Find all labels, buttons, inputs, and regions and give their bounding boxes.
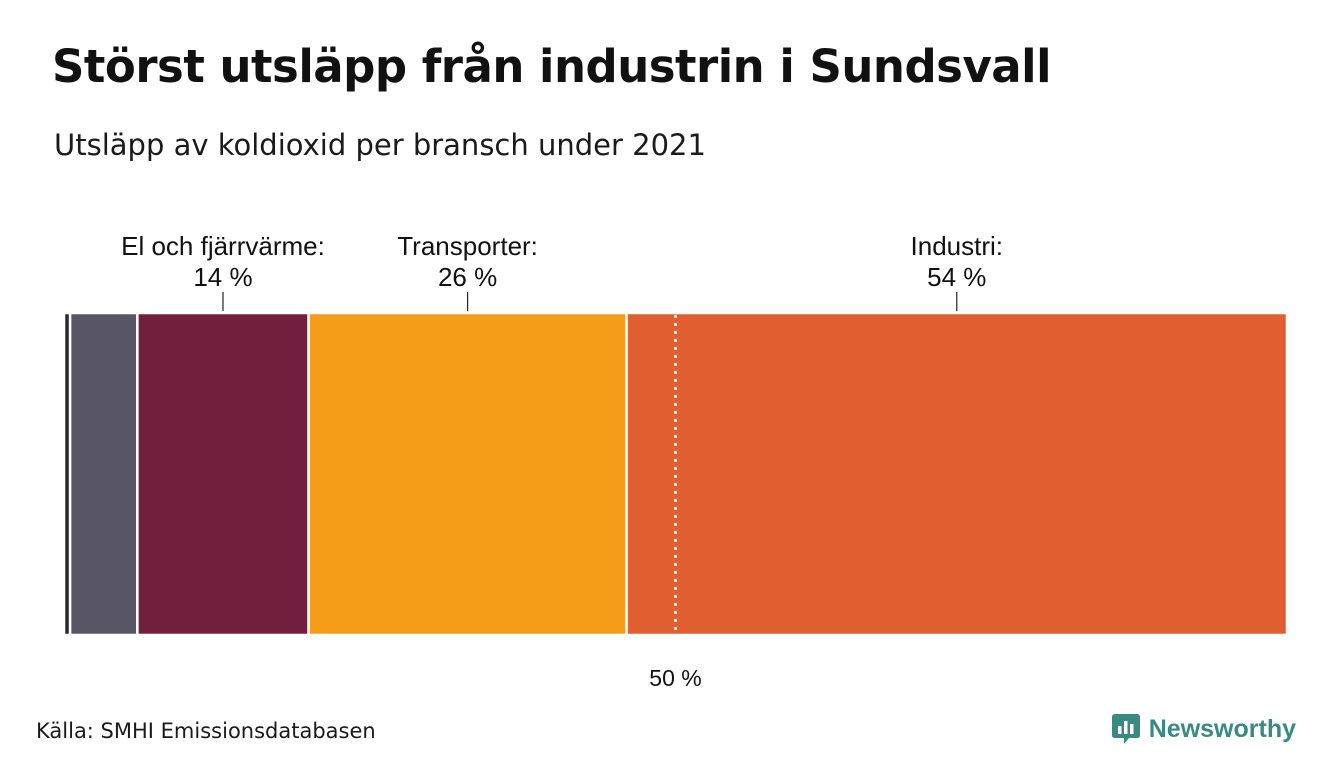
bar-segment <box>307 311 628 637</box>
reference-line-label: 50 % <box>649 665 701 691</box>
bar-segment <box>68 311 139 637</box>
segment-label: Transporter: <box>397 231 538 261</box>
bar-segment <box>136 311 310 637</box>
newsworthy-logo-icon <box>1111 714 1140 744</box>
segment-value-label: 26 % <box>438 262 497 292</box>
brand-logo: Newsworthy <box>1111 712 1296 746</box>
chart-title: Störst utsläpp från industrin i Sundsval… <box>52 40 1052 93</box>
source-note: Källa: SMHI Emissionsdatabasen <box>36 719 376 743</box>
segment-value-label: 14 % <box>193 262 252 292</box>
segment-value-label: 54 % <box>927 262 986 292</box>
segment-label: El och fjärrvärme: <box>121 231 325 261</box>
chart-subtitle: Utsläpp av koldioxid per bransch under 2… <box>54 128 706 162</box>
segment-label: Industri: <box>911 231 1004 261</box>
brand-name: Newsworthy <box>1148 714 1296 743</box>
bar-segment <box>625 311 1289 637</box>
stacked-bar-chart: El och fjärrvärme:14 % Transporter:26 % In… <box>62 231 1289 691</box>
